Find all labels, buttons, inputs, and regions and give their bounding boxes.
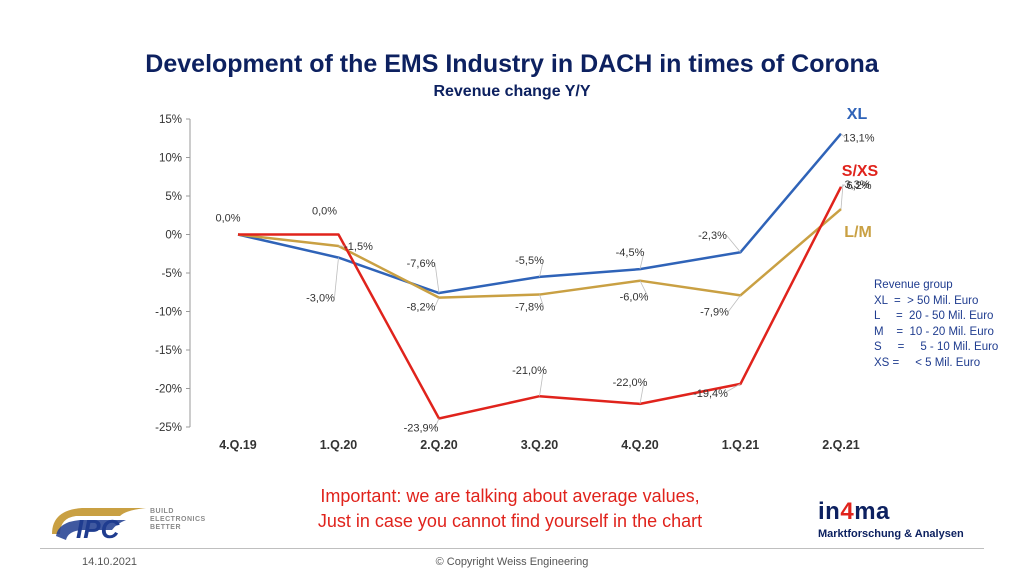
data-label: -21,0%	[512, 365, 547, 377]
ipc-logo: IPC BUILD ELECTRONICS BETTER	[46, 500, 246, 544]
data-label-leader	[334, 257, 339, 298]
data-label: -1,5%	[344, 241, 373, 253]
data-label-leader	[840, 184, 844, 210]
data-label-leader	[539, 294, 544, 307]
y-tick-label: -20%	[155, 384, 182, 396]
in4ma-brand-pre: in	[818, 498, 841, 525]
chart-subtitle: Revenue change Y/Y	[433, 83, 591, 100]
y-tick-label: -25%	[155, 422, 182, 434]
revenue-group-legend: Revenue group XL = > 50 Mil. Euro L = 20…	[874, 278, 998, 371]
x-tick-label: 2.Q.21	[822, 438, 860, 452]
legend-title: Revenue group	[874, 279, 953, 291]
in4ma-brand-num: 4	[840, 498, 855, 525]
x-tick-label: 4.Q.20	[621, 438, 659, 452]
y-tick-label: 0%	[165, 230, 182, 242]
data-label-leader	[726, 234, 741, 253]
series-line	[237, 208, 842, 299]
data-label: 6,2%	[846, 180, 871, 192]
data-label-leader	[724, 383, 741, 394]
series-name-label: XL	[847, 106, 868, 123]
ipc-tagline-line: BETTER	[150, 524, 181, 531]
data-label-leader	[434, 418, 440, 428]
data-label-leader	[639, 280, 649, 297]
y-tick-label: 15%	[159, 114, 182, 126]
y-tick-label: -15%	[155, 345, 182, 357]
legend-row: L = 20 - 50 Mil. Euro	[874, 310, 994, 322]
legend-row: XS = < 5 Mil. Euro	[874, 356, 981, 369]
legend-row: S = 5 - 10 Mil. Euro	[874, 341, 999, 353]
in4ma-logo: in4ma Marktforschung & Analysen	[818, 498, 964, 540]
data-label-leader	[639, 381, 645, 404]
y-tick-label: 5%	[165, 191, 182, 203]
footer-copyright: © Copyright Weiss Engineering	[435, 556, 589, 568]
x-tick-label: 4.Q.19	[219, 438, 257, 452]
data-label: 3,3%	[844, 179, 869, 191]
data-label-leader	[840, 184, 846, 188]
data-label: -4,5%	[616, 247, 645, 259]
legend-row: M = 10 - 20 Mil. Euro	[874, 325, 994, 338]
data-label: -7,9%	[700, 306, 729, 318]
ipc-logo-mark: IPC	[52, 508, 146, 544]
x-tick-label: 3.Q.20	[521, 438, 559, 452]
data-label: -22,0%	[613, 377, 648, 389]
data-label-leader	[840, 133, 846, 138]
data-label: -23,9%	[404, 423, 439, 435]
data-label-leader	[728, 295, 741, 312]
data-label-leader	[639, 252, 645, 270]
data-label: -7,6%	[407, 258, 436, 270]
important-note: Important: we are talking about average …	[230, 484, 790, 534]
data-label: 13,1%	[843, 133, 874, 145]
x-tick-label: 1.Q.21	[722, 438, 760, 452]
series-name-label: S/XS	[842, 163, 879, 180]
in4ma-tagline: Marktforschung & Analysen	[818, 528, 964, 540]
data-label-leader	[539, 259, 544, 277]
chart-title: Development of the EMS Industry in DACH …	[145, 50, 879, 78]
footer-date: 14.10.2021	[82, 556, 138, 568]
data-label: -3,0%	[306, 293, 335, 305]
data-label: 0,0%	[312, 206, 337, 218]
y-tick-label: -5%	[162, 268, 182, 280]
data-label-leader	[434, 262, 440, 294]
data-label: 0,0%	[215, 213, 240, 225]
data-label: -7,8%	[515, 302, 544, 314]
data-label: -6,0%	[620, 292, 649, 304]
data-label: -19,4%	[693, 388, 728, 400]
in4ma-brand-post: ma	[854, 498, 890, 525]
x-tick-label: 1.Q.20	[320, 438, 358, 452]
ipc-tagline-line: ELECTRONICS	[150, 516, 206, 523]
note-line-1: Important: we are talking about average …	[320, 486, 700, 506]
data-label: -8,2%	[407, 302, 436, 314]
ipc-logo-text: IPC	[76, 514, 121, 544]
x-tick-label: 2.Q.20	[420, 438, 458, 452]
legend-row: XL = > 50 Mil. Euro	[874, 294, 979, 307]
data-label-leader	[434, 297, 440, 307]
y-tick-label: 10%	[159, 153, 182, 165]
footer-divider	[40, 548, 984, 549]
data-label: -5,5%	[515, 255, 544, 267]
note-line-2: Just in case you cannot find yourself in…	[317, 511, 703, 531]
data-label-leader	[539, 370, 544, 397]
ipc-tagline-line: BUILD	[150, 508, 174, 515]
ipc-tagline: BUILD ELECTRONICS BETTER	[150, 508, 206, 532]
data-label: -2,3%	[698, 230, 727, 242]
y-tick-label: -10%	[155, 307, 182, 319]
series-name-label: L/M	[844, 224, 872, 241]
in4ma-brand: in4ma	[818, 498, 964, 526]
